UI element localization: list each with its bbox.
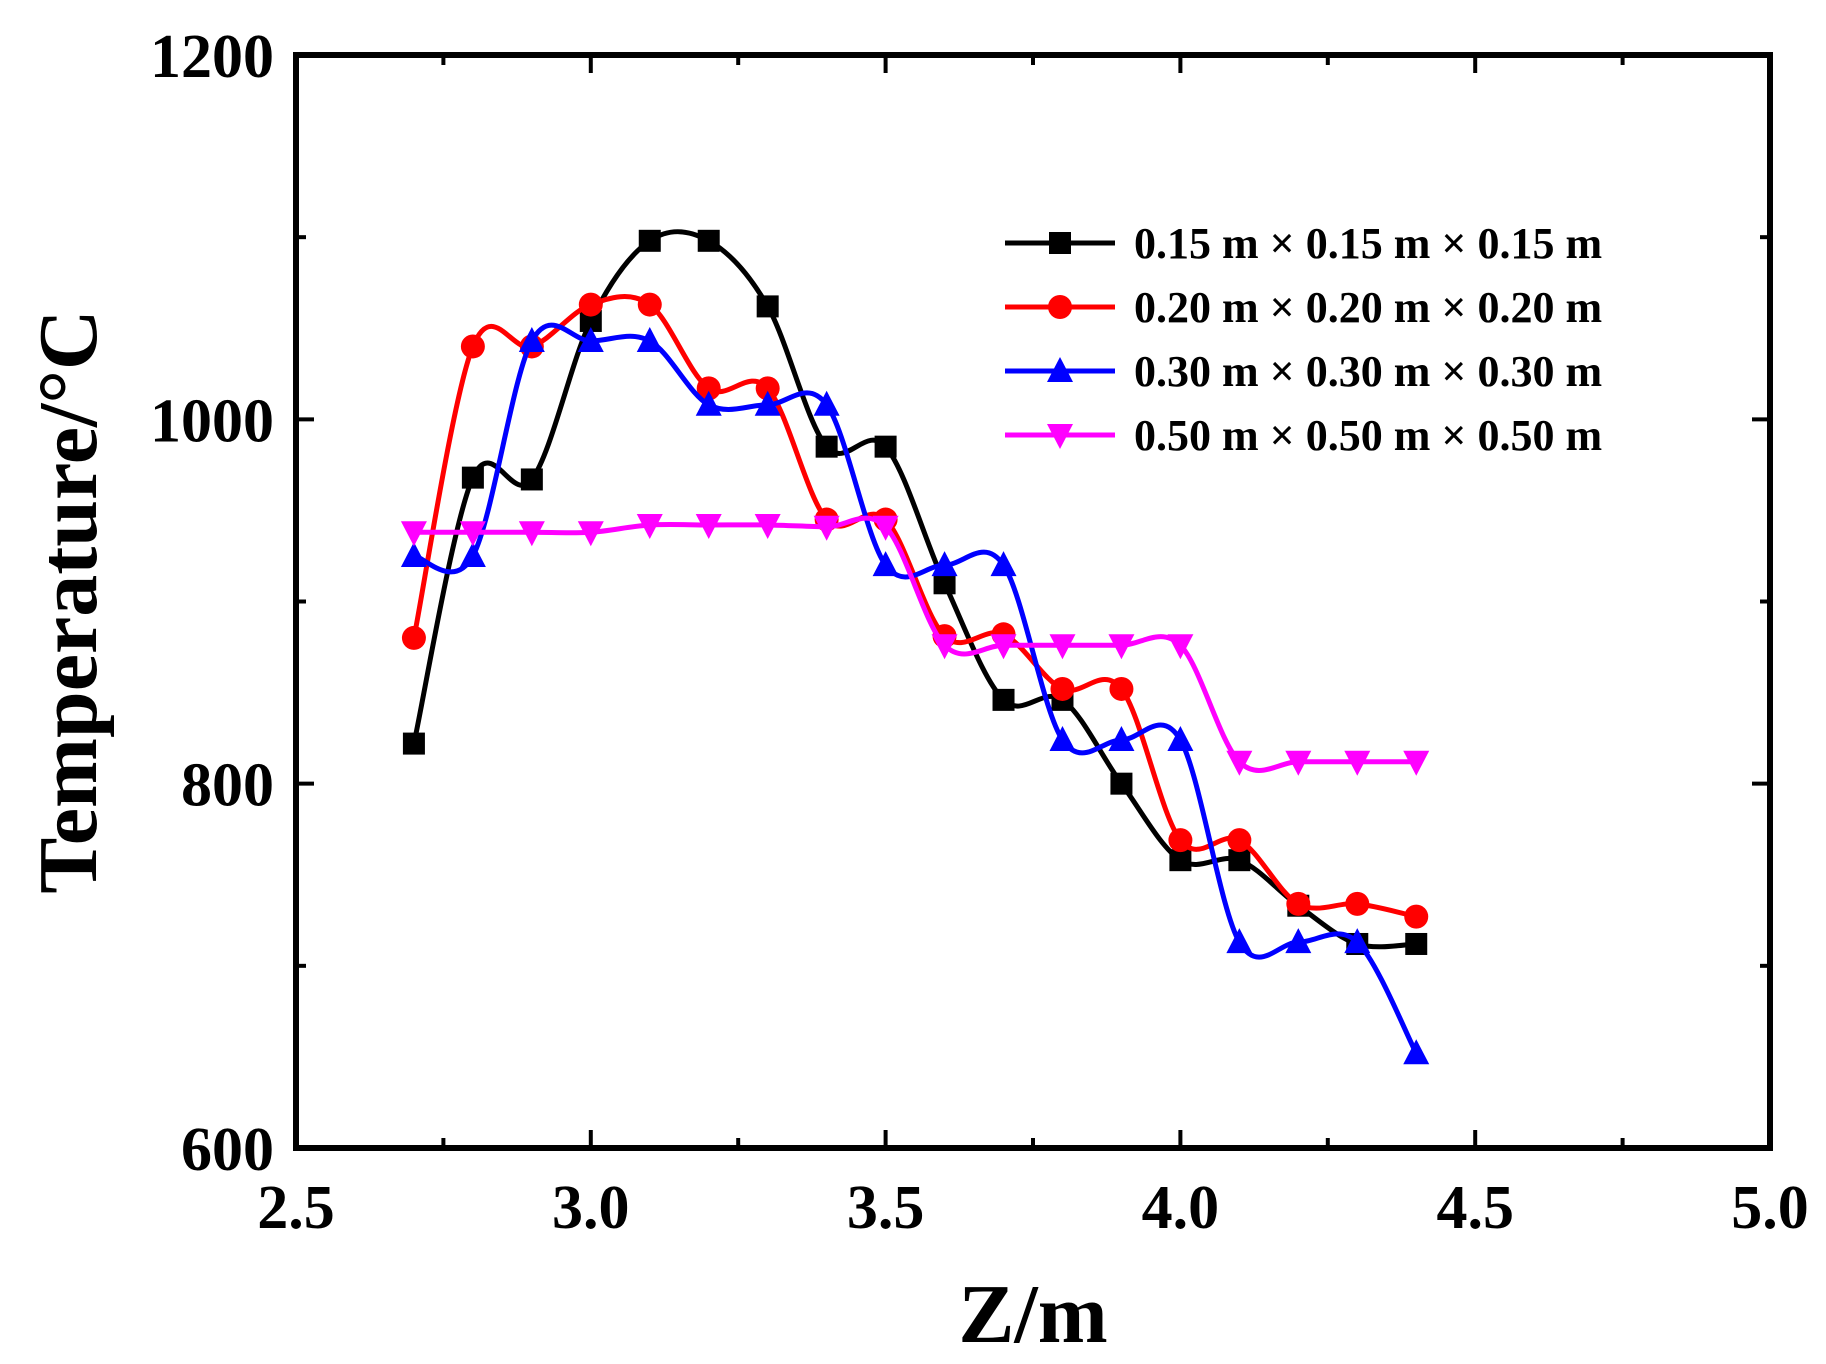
data-point (931, 634, 958, 660)
data-point (754, 513, 781, 539)
data-point (872, 551, 899, 577)
data-point (1226, 928, 1253, 954)
legend-item: 0.50 m × 0.50 m × 0.50 m (1005, 411, 1602, 460)
data-point (579, 309, 602, 332)
data-point (459, 521, 486, 547)
x-tick-label: 3.5 (847, 1174, 925, 1242)
data-point (400, 521, 427, 547)
data-point (990, 551, 1017, 577)
data-point (754, 390, 781, 416)
data-point (1405, 932, 1428, 955)
data-point (1285, 928, 1312, 954)
data-point (813, 515, 840, 541)
data-point (1049, 725, 1076, 751)
legend-swatch-marker (1048, 295, 1072, 319)
data-point (696, 376, 721, 401)
data-point (992, 688, 1015, 711)
data-point (461, 466, 484, 489)
series-3 (400, 322, 1430, 1065)
data-point (1108, 725, 1135, 751)
data-point (695, 513, 722, 539)
legend-item: 0.20 m × 0.20 m × 0.20 m (1005, 283, 1602, 332)
data-point (1286, 891, 1311, 916)
data-point (1168, 828, 1193, 853)
data-point (577, 327, 604, 353)
data-point (518, 327, 545, 353)
data-point (459, 541, 486, 567)
data-point (756, 295, 779, 318)
data-point (874, 435, 897, 458)
data-point (990, 634, 1017, 660)
legend-swatch-marker (1047, 357, 1073, 382)
y-tick-label: 800 (181, 752, 274, 820)
series-4 (400, 513, 1430, 776)
data-point (637, 292, 662, 317)
y-tick-label: 600 (181, 1116, 274, 1184)
data-point (1050, 676, 1075, 701)
y-axis-title: Temperature/°C (22, 309, 115, 893)
x-tick-label: 3.0 (552, 1174, 630, 1242)
data-point (1227, 828, 1252, 853)
series-layer (400, 229, 1430, 1065)
y-tick-label: 1000 (150, 387, 274, 455)
data-point (813, 390, 840, 416)
data-point (1344, 750, 1371, 776)
legend-swatch-marker (1047, 424, 1073, 449)
legend-item: 0.15 m × 0.15 m × 0.15 m (1005, 219, 1602, 268)
legend-label: 0.50 m × 0.50 m × 0.50 m (1134, 411, 1602, 460)
data-point (400, 541, 427, 567)
x-axis-title: Z/m (958, 1268, 1107, 1361)
data-point (1169, 849, 1192, 872)
data-point (1110, 772, 1133, 795)
data-point (755, 376, 780, 401)
data-point (1285, 750, 1312, 776)
tick-layer: 2.5 3.0 3.5 4.0 4.5 5.0 600 800 1000 1200 (150, 23, 1809, 1242)
data-point (520, 468, 543, 491)
legend-label: 0.15 m × 0.15 m × 0.15 m (1134, 219, 1602, 268)
legend-label: 0.20 m × 0.20 m × 0.20 m (1134, 283, 1602, 332)
data-point (815, 435, 838, 458)
x-tick-label: 2.5 (257, 1174, 335, 1242)
data-point (577, 521, 604, 547)
data-point (1049, 634, 1076, 660)
data-point (1345, 891, 1370, 916)
data-point (1403, 750, 1430, 776)
data-point (1226, 750, 1253, 776)
x-tick-label: 4.0 (1142, 1174, 1220, 1242)
series-line (413, 515, 1417, 773)
legend-item: 0.30 m × 0.30 m × 0.30 m (1005, 347, 1602, 396)
data-point (695, 390, 722, 416)
legend-label: 0.30 m × 0.30 m × 0.30 m (1134, 347, 1602, 396)
data-point (1404, 904, 1429, 929)
data-point (872, 515, 899, 541)
data-point (931, 551, 958, 577)
data-point (401, 625, 426, 650)
legend: 0.15 m × 0.15 m × 0.15 m 0.20 m × 0.20 m … (1005, 219, 1602, 460)
data-point (1344, 928, 1371, 954)
data-point (1109, 676, 1134, 701)
data-point (933, 572, 956, 595)
series-1 (402, 229, 1428, 955)
data-point (1403, 1039, 1430, 1065)
data-point (1167, 634, 1194, 660)
data-point (518, 521, 545, 547)
data-point (638, 229, 661, 252)
legend-swatch-marker (1049, 232, 1071, 254)
x-tick-label: 5.0 (1731, 1174, 1809, 1242)
data-point (460, 334, 485, 359)
data-point (697, 229, 720, 252)
y-tick-label: 1200 (150, 23, 274, 91)
data-point (1108, 634, 1135, 660)
data-point (402, 732, 425, 755)
x-tick-label: 4.5 (1436, 1174, 1514, 1242)
data-point (1167, 725, 1194, 751)
data-point (636, 513, 663, 539)
data-point (1228, 849, 1251, 872)
data-point (636, 327, 663, 353)
data-point (578, 292, 603, 317)
